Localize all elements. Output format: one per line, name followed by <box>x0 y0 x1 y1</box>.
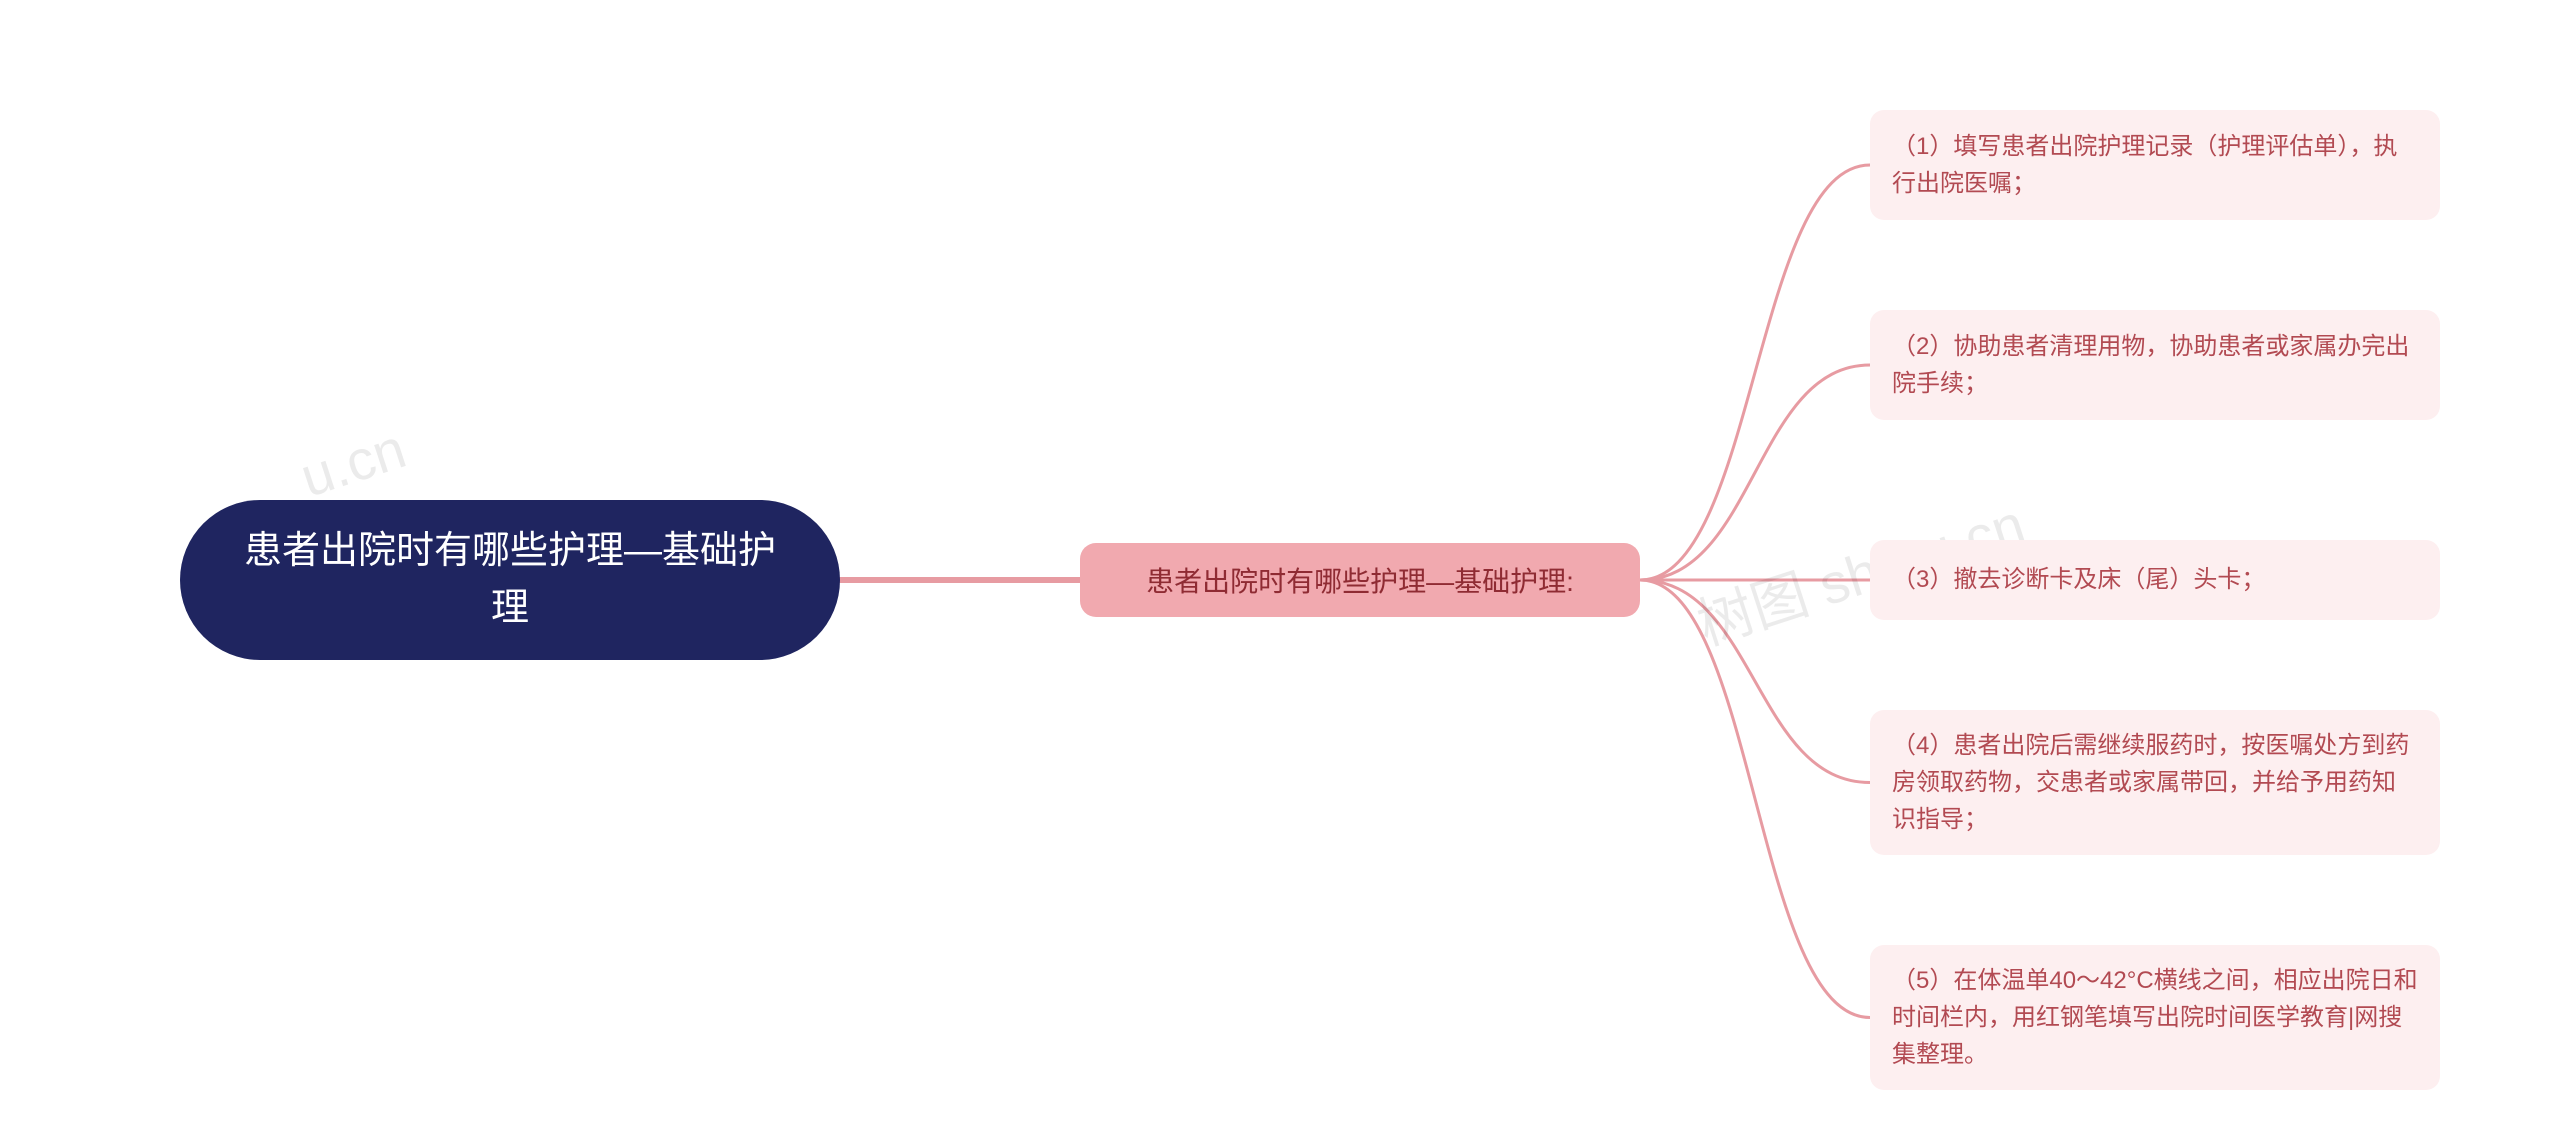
leaf-text: （4）患者出院后需继续服药时，按医嘱处方到药房领取药物，交患者或家属带回，并给予… <box>1892 727 2418 839</box>
mindmap-mid-node: 患者出院时有哪些护理—基础护理: <box>1080 543 1640 617</box>
mindmap-leaf-node: （2）协助患者清理用物，协助患者或家属办完出院手续； <box>1870 310 2440 420</box>
leaf-text: （5）在体温单40～42°C横线之间，相应出院日和时间栏内，用红钢笔填写出院时间… <box>1892 962 2418 1074</box>
leaf-text: （3）撤去诊断卡及床（尾）头卡； <box>1892 561 2265 598</box>
leaf-text: （1）填写患者出院护理记录（护理评估单），执行出院医嘱； <box>1892 128 2418 202</box>
root-text: 患者出院时有哪些护理—基础护理 <box>240 523 780 637</box>
mindmap-leaf-node: （3）撤去诊断卡及床（尾）头卡； <box>1870 540 2440 620</box>
mindmap-leaf-node: （4）患者出院后需继续服药时，按医嘱处方到药房领取药物，交患者或家属带回，并给予… <box>1870 710 2440 855</box>
mindmap-leaf-node: （1）填写患者出院护理记录（护理评估单），执行出院医嘱； <box>1870 110 2440 220</box>
leaf-text: （2）协助患者清理用物，协助患者或家属办完出院手续； <box>1892 328 2418 402</box>
mindmap-leaf-node: （5）在体温单40～42°C横线之间，相应出院日和时间栏内，用红钢笔填写出院时间… <box>1870 945 2440 1090</box>
mid-text: 患者出院时有哪些护理—基础护理: <box>1146 560 1574 600</box>
mindmap-root-node: 患者出院时有哪些护理—基础护理 <box>180 500 840 660</box>
watermark-text: u.cn <box>293 415 414 510</box>
